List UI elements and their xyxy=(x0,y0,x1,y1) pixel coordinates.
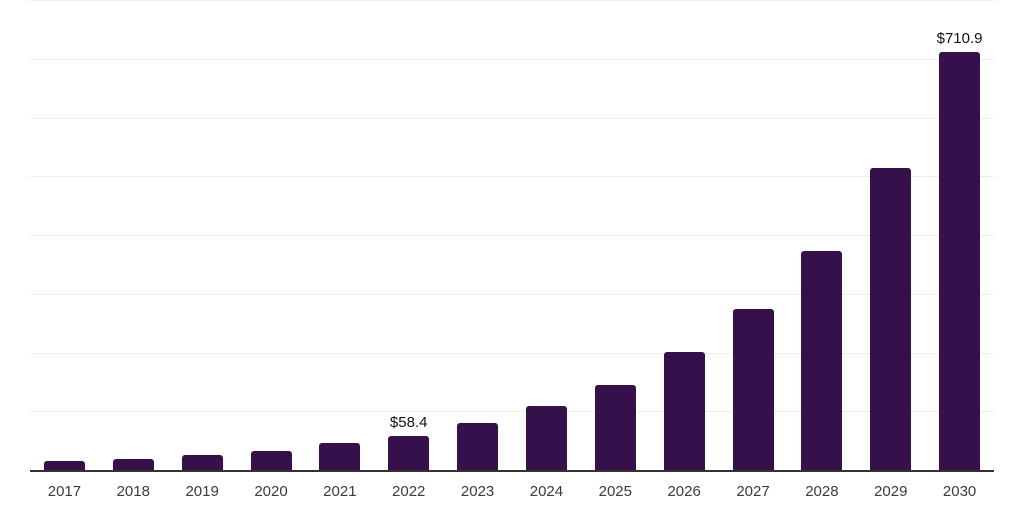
gridline-800 xyxy=(30,0,994,1)
bar-2028 xyxy=(801,250,843,470)
gridline-700 xyxy=(30,58,994,60)
gridline-400 xyxy=(30,235,994,236)
plot-area: $58.4 $710.9 xyxy=(30,0,994,472)
bar-2024 xyxy=(525,406,567,470)
gridline-300 xyxy=(30,293,994,295)
x-tick-label-2025: 2025 xyxy=(598,483,632,500)
x-tick-label-2019: 2019 xyxy=(185,483,219,500)
gridline-200 xyxy=(30,352,994,354)
x-tick-label-2026: 2026 xyxy=(667,483,701,500)
x-tick-label-2021: 2021 xyxy=(323,483,357,500)
gridline-600 xyxy=(30,117,994,119)
x-tick-label-2029: 2029 xyxy=(874,483,908,500)
x-tick-label-2022: 2022 xyxy=(392,483,426,500)
bar-2026 xyxy=(663,351,705,470)
bar-2021 xyxy=(319,443,361,470)
bar-2017 xyxy=(43,461,85,470)
value-label-2030: $710.9 xyxy=(936,30,983,48)
x-tick-label-2027: 2027 xyxy=(736,483,770,500)
bar-2022 xyxy=(388,435,430,470)
value-label-2022: $58.4 xyxy=(389,413,428,431)
gridline-100 xyxy=(30,411,994,413)
bar-2019 xyxy=(181,455,223,470)
gridline-500 xyxy=(30,176,994,178)
bar-2027 xyxy=(732,309,774,470)
bar-2023 xyxy=(457,422,499,470)
bar-2030 xyxy=(939,52,981,470)
x-tick-label-2030: 2030 xyxy=(942,483,977,500)
x-tick-label-2023: 2023 xyxy=(460,483,495,500)
bar-2020 xyxy=(250,451,292,470)
bar-2018 xyxy=(112,459,154,470)
x-tick-label-2024: 2024 xyxy=(529,483,564,500)
bar-2029 xyxy=(870,167,912,470)
x-tick-label-2018: 2018 xyxy=(116,483,150,500)
bar-2025 xyxy=(594,384,636,470)
x-tick-label-2017: 2017 xyxy=(47,483,82,500)
x-tick-label-2028: 2028 xyxy=(805,483,839,500)
x-tick-label-2020: 2020 xyxy=(254,483,288,500)
x-axis-tick-labels: 2017 2018 2019 2020 2021 2022 2023 2024 2025 2026… xyxy=(30,482,994,502)
